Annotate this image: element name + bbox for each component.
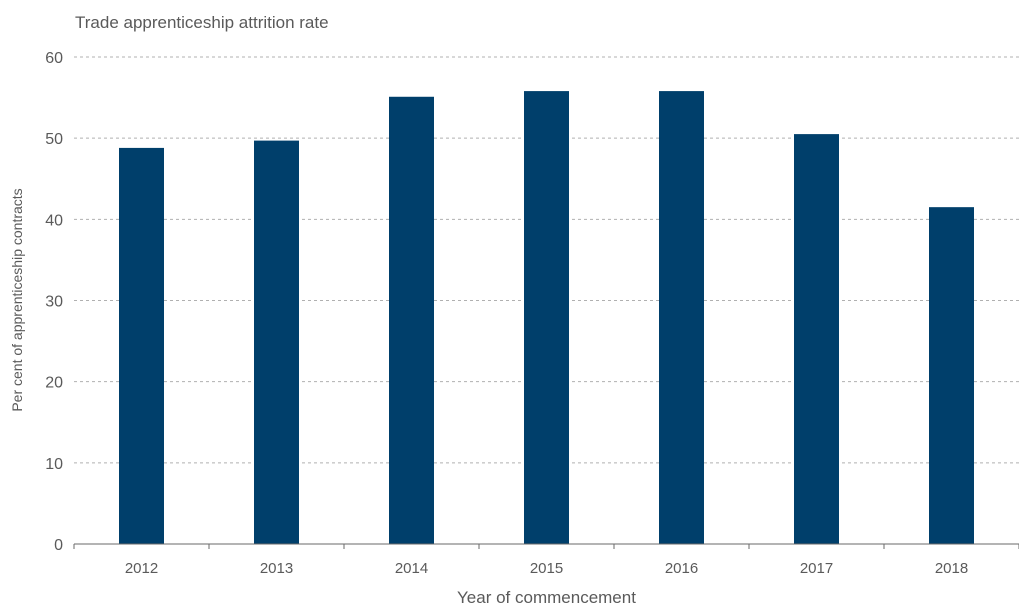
x-tick-label: 2013: [260, 560, 293, 577]
y-tick-label: 10: [45, 456, 63, 473]
bar: [254, 140, 299, 544]
bar: [119, 147, 164, 544]
bar: [389, 96, 434, 544]
x-tick-label: 2015: [530, 560, 563, 577]
x-axis-label: Year of commencement: [457, 588, 636, 607]
y-tick-label: 30: [45, 294, 63, 311]
x-tick-label: 2016: [665, 560, 698, 577]
y-tick-label: 40: [45, 212, 63, 229]
bar: [524, 91, 569, 544]
x-tick-label: 2017: [800, 560, 833, 577]
y-tick-label: 60: [45, 50, 63, 67]
x-tick-label: 2018: [935, 560, 968, 577]
bar: [794, 134, 839, 544]
y-tick-label: 50: [45, 131, 63, 148]
x-tick-label: 2012: [125, 560, 158, 577]
x-tick-label: 2014: [395, 560, 428, 577]
chart-title: Trade apprenticeship attrition rate: [75, 13, 329, 32]
y-tick-label: 20: [45, 375, 63, 392]
bar: [929, 207, 974, 545]
bar: [659, 91, 704, 544]
y-tick-label: 0: [54, 537, 63, 554]
